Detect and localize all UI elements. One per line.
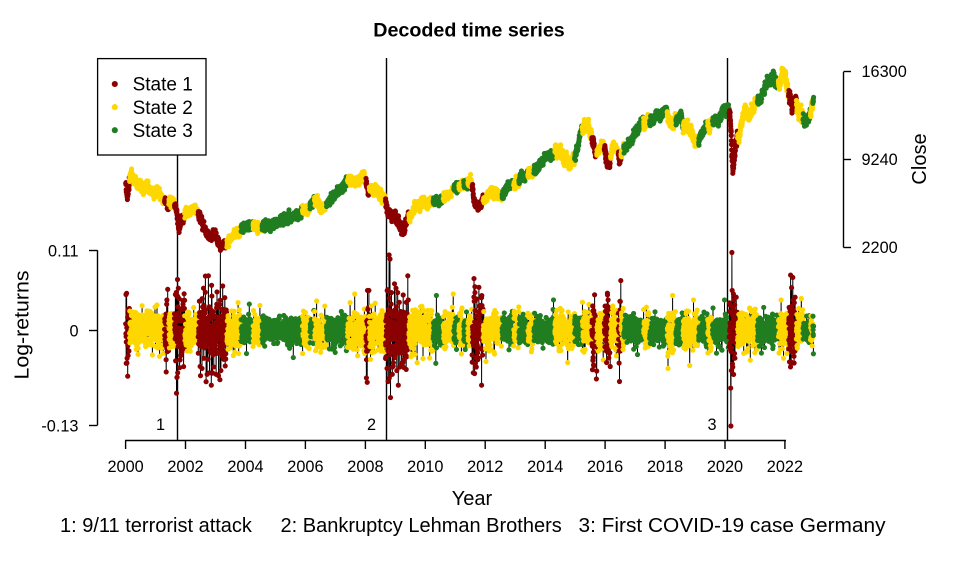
svg-text:2002: 2002 xyxy=(167,458,203,476)
svg-text:-0.13: -0.13 xyxy=(41,417,78,435)
svg-text:2: Bankruptcy Lehman Brothers: 2: Bankruptcy Lehman Brothers xyxy=(281,515,562,537)
svg-text:Log-returns: Log-returns xyxy=(10,271,33,380)
svg-text:3: First COVID-19 case Germany: 3: First COVID-19 case Germany xyxy=(579,515,886,537)
svg-text:2012: 2012 xyxy=(467,458,503,476)
svg-text:2006: 2006 xyxy=(287,458,323,476)
svg-text:2: 2 xyxy=(367,416,376,434)
svg-text:Decoded time series: Decoded time series xyxy=(373,19,565,41)
svg-text:9240: 9240 xyxy=(862,151,898,169)
svg-text:2020: 2020 xyxy=(707,458,743,476)
svg-text:16300: 16300 xyxy=(862,63,907,81)
svg-text:2016: 2016 xyxy=(587,458,623,476)
svg-text:1: 9/11 terrorist attack: 1: 9/11 terrorist attack xyxy=(60,515,253,537)
svg-text:2022: 2022 xyxy=(767,458,803,476)
svg-text:2004: 2004 xyxy=(227,458,263,476)
svg-text:0: 0 xyxy=(69,323,78,341)
svg-text:2200: 2200 xyxy=(862,239,898,257)
svg-text:State 2: State 2 xyxy=(133,98,193,119)
svg-text:2010: 2010 xyxy=(407,458,443,476)
svg-text:Close: Close xyxy=(909,133,931,184)
svg-text:2018: 2018 xyxy=(647,458,683,476)
svg-text:State 1: State 1 xyxy=(133,75,193,96)
svg-text:2014: 2014 xyxy=(527,458,563,476)
svg-text:2000: 2000 xyxy=(107,458,143,476)
svg-text:Year: Year xyxy=(452,488,493,510)
svg-text:1: 1 xyxy=(156,416,165,434)
svg-text:2008: 2008 xyxy=(347,458,383,476)
svg-text:3: 3 xyxy=(707,416,716,434)
svg-text:State 3: State 3 xyxy=(133,121,193,142)
svg-text:0.11: 0.11 xyxy=(48,242,78,260)
